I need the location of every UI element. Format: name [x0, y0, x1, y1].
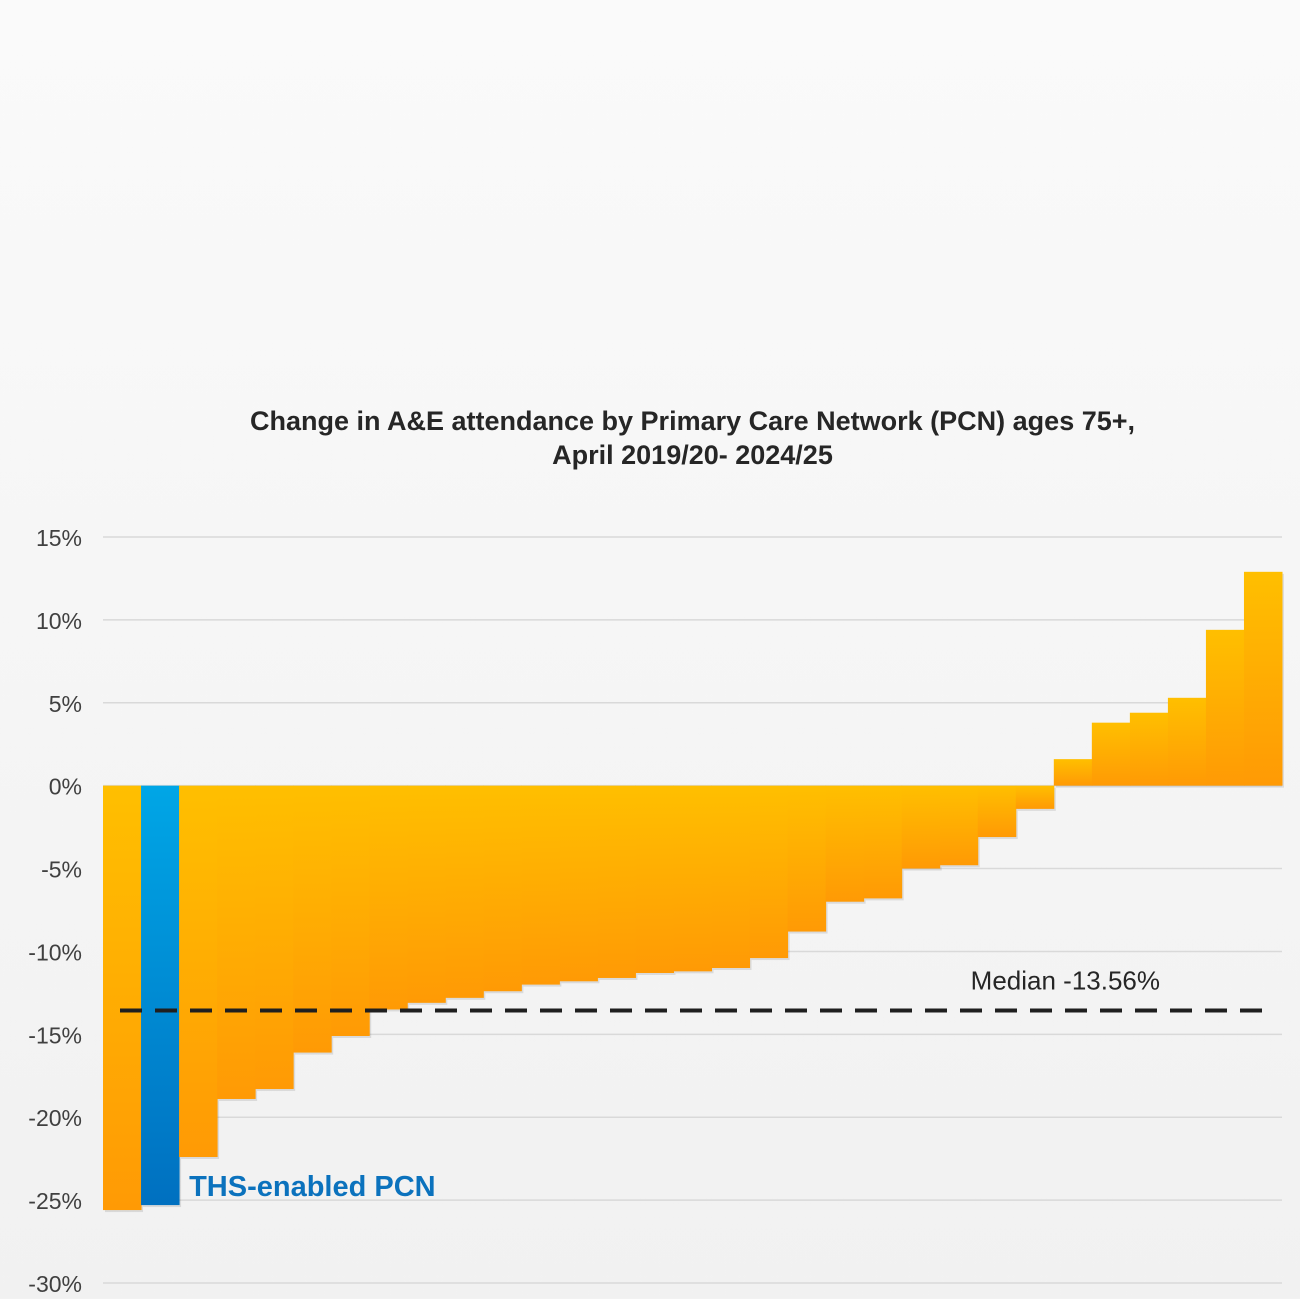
bar [293, 785, 332, 1053]
bar [369, 785, 408, 1010]
y-tick-label: 15% [36, 525, 82, 551]
bar [977, 785, 1017, 838]
y-tick-label: -20% [28, 1105, 82, 1131]
bar [331, 785, 370, 1036]
bar [749, 785, 789, 959]
bar [1167, 697, 1207, 786]
bar [559, 785, 598, 982]
bar [597, 785, 636, 978]
bar [863, 785, 903, 899]
bar [787, 785, 827, 932]
bar [1129, 712, 1169, 786]
bar [179, 785, 218, 1158]
chart-title-line: Change in A&E attendance by Primary Care… [249, 406, 1136, 436]
bar [1091, 722, 1131, 786]
y-tick-label: 5% [49, 691, 82, 717]
bar [901, 785, 941, 869]
bar [939, 785, 979, 866]
bar [673, 785, 713, 972]
bar [407, 785, 446, 1003]
bar [483, 785, 522, 992]
bar [103, 785, 142, 1211]
y-tick-label: -5% [41, 857, 82, 883]
bar [825, 785, 865, 902]
median-label: Median -13.56% [971, 965, 1160, 995]
y-tick-label: 10% [36, 608, 82, 634]
bar [521, 785, 560, 985]
bar [635, 785, 674, 973]
bar [1053, 759, 1093, 786]
bar [1205, 629, 1245, 786]
y-tick-label: -15% [28, 1022, 82, 1048]
y-tick-label: -25% [28, 1188, 82, 1214]
bar [255, 785, 294, 1090]
y-tick-label: -10% [28, 939, 82, 965]
highlighted-bar [141, 785, 180, 1206]
bar [711, 785, 751, 969]
chart-subtitle-line: April 2019/20- 2024/25 [552, 440, 833, 470]
bar [217, 785, 256, 1099]
bar [445, 785, 484, 998]
y-tick-label: -30% [28, 1271, 82, 1297]
chart-title: Change in A&E attendance by Primary Care… [0, 404, 1300, 472]
y-tick-label: 0% [49, 774, 82, 800]
bar [1243, 571, 1283, 786]
bar [1015, 785, 1055, 809]
highlight-label: THS-enabled PCN [189, 1171, 436, 1203]
